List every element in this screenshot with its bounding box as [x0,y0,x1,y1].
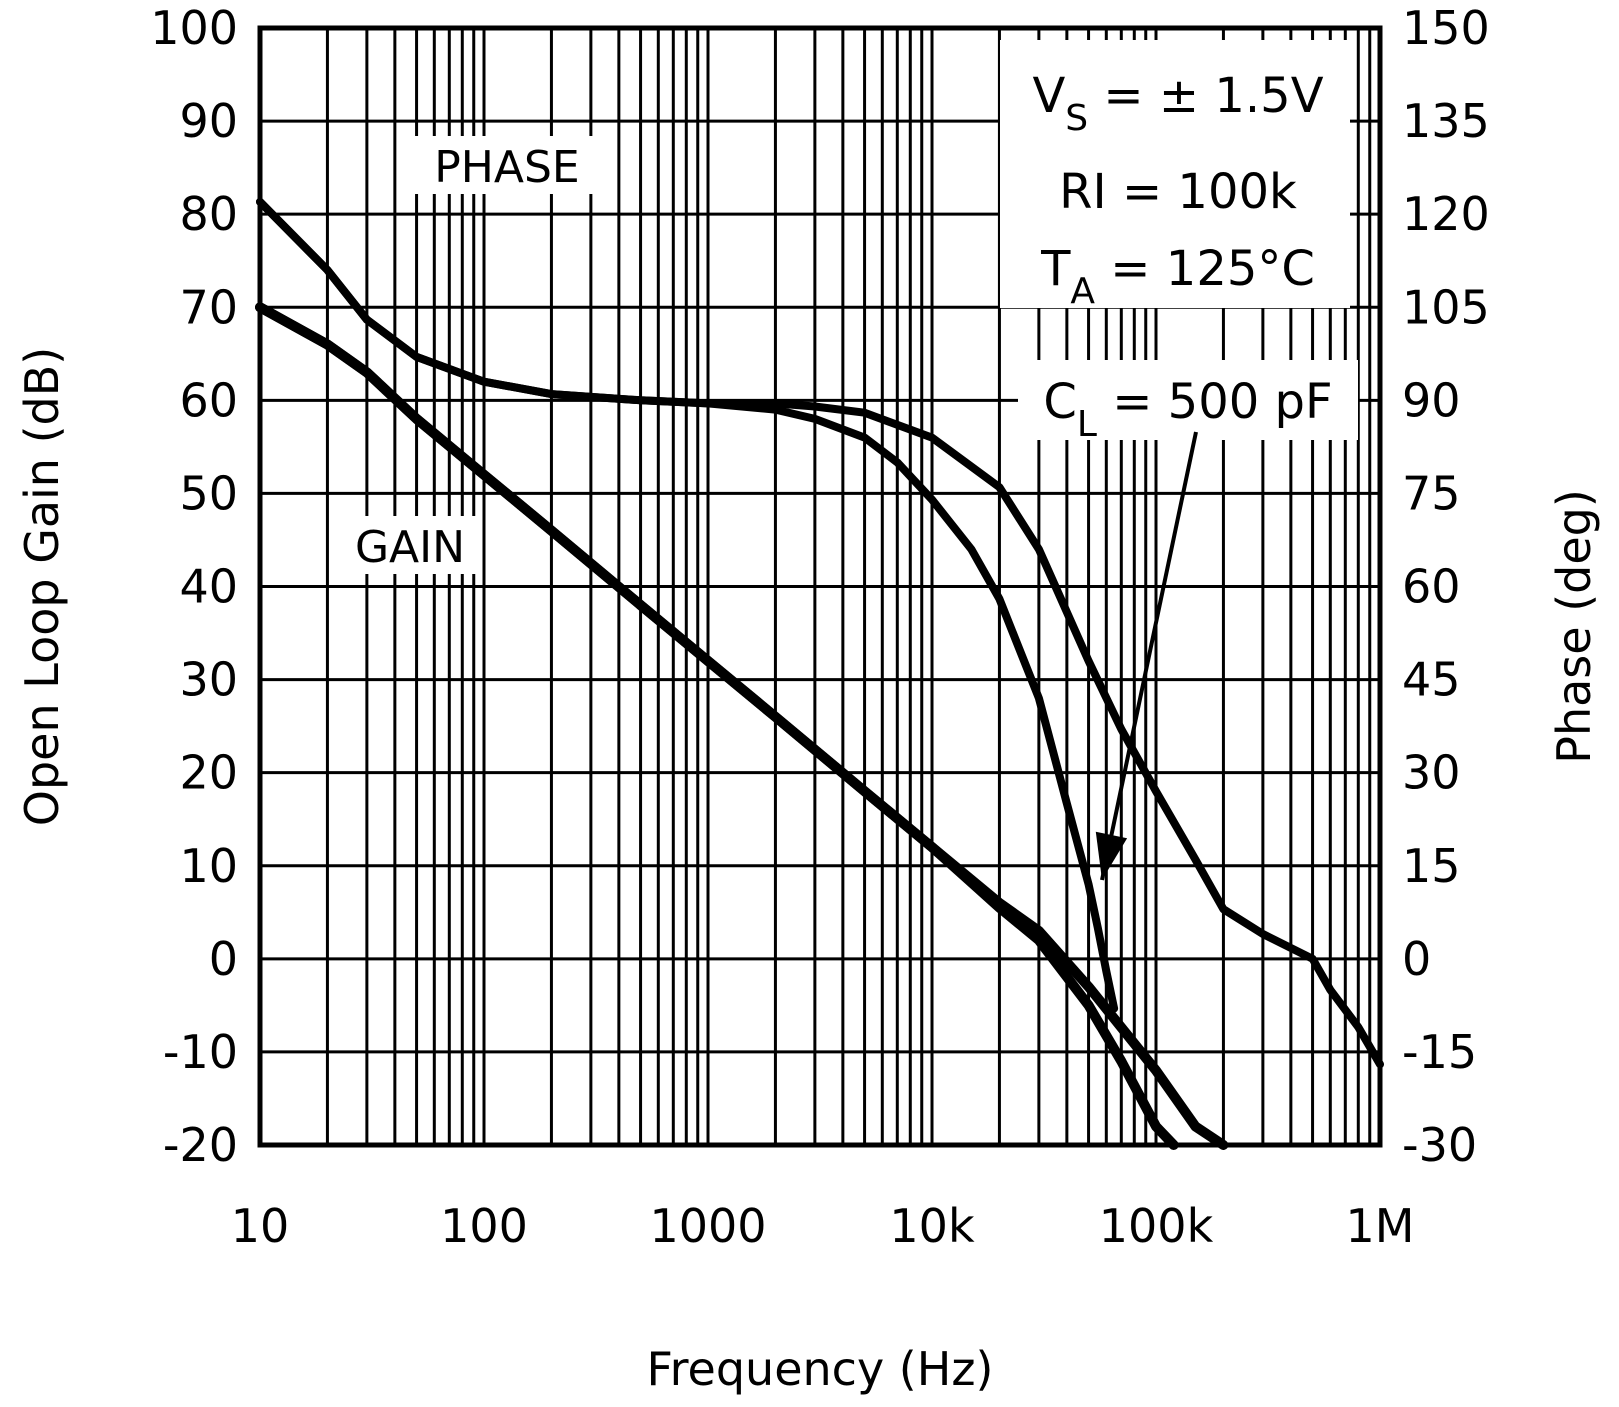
y-axis-title-left: Open Loop Gain (dB) [15,347,69,826]
phase-curve-label: PHASE [434,142,579,193]
cl-label-box [1018,360,1358,440]
condition-cl-main: C [1043,374,1077,430]
condition-ta-value: = 125°C [1095,241,1315,297]
tick-labels: 1009080706050403020100-10-20150135120105… [150,1,1490,1253]
y-tick-label-right: 30 [1402,746,1461,800]
condition-cl-sub: L [1077,404,1097,445]
x-tick-label: 100k [1099,1199,1214,1253]
phase-label-box [412,136,602,194]
condition-cl-value: = 500 pF [1097,374,1333,430]
condition-ta-main: T [1040,241,1071,297]
y-tick-label-right: -30 [1402,1118,1477,1172]
arrow-shaft [1100,431,1198,881]
y-tick-label-left: 70 [179,280,238,334]
y-tick-label-right: 45 [1402,653,1461,707]
series-line-phase-no-load [256,197,1384,1069]
condition-vs: VS = ± 1.5V [1032,68,1323,139]
gain-label-box [338,516,482,574]
y-tick-label-right: -15 [1402,1025,1477,1079]
y-tick-label-left: 30 [179,653,238,707]
y-tick-label-left: -10 [163,1025,238,1079]
condition-ta: TA = 125°C [1040,241,1315,312]
x-tick-label: 10 [231,1199,290,1253]
y-tick-label-right: 135 [1402,94,1490,148]
arrow-head [1095,831,1128,880]
conditions-box [1000,40,1350,308]
y-tick-label-left: 90 [179,94,238,148]
condition-cl: CL = 500 pF [1043,374,1332,445]
y-axis-title-right: Phase (deg) [1547,489,1601,764]
y-tick-label-left: 50 [179,466,238,520]
y-tick-label-right: 75 [1402,466,1461,520]
y-tick-label-right: 15 [1402,839,1461,893]
condition-ta-sub: A [1070,271,1095,312]
y-tick-label-left: 60 [179,373,238,427]
y-tick-label-left: 0 [209,932,238,986]
y-tick-label-right: 150 [1402,1,1490,55]
plot-frame [257,25,1383,1148]
series-line-gain-500pF [255,302,1179,1150]
series-line-phase-500pF [256,197,1119,1013]
y-tick-label-left: -20 [163,1118,238,1172]
y-tick-label-left: 80 [179,187,238,241]
condition-vs-value: = ± 1.5V [1088,68,1324,124]
curves [255,197,1384,1150]
condition-ri: RI = 100k [1059,164,1297,220]
y-tick-label-right: 120 [1402,187,1490,241]
y-tick-label-right: 60 [1402,560,1461,614]
y-tick-label-left: 40 [179,560,238,614]
x-tick-label: 10k [889,1199,975,1253]
y-tick-label-left: 100 [150,1,238,55]
x-tick-label: 100 [440,1199,528,1253]
y-tick-label-right: 0 [1402,932,1431,986]
x-axis-title: Frequency (Hz) [647,1342,994,1396]
y-tick-label-right: 105 [1402,280,1490,334]
y-tick-label-right: 90 [1402,373,1461,427]
condition-vs-main: V [1032,68,1065,124]
y-tick-label-left: 10 [179,839,238,893]
x-tick-label: 1M [1346,1199,1415,1253]
y-tick-label-left: 20 [179,746,238,800]
x-tick-label: 1000 [649,1199,766,1253]
gain-curve-label: GAIN [355,522,465,573]
condition-vs-sub: S [1065,98,1088,139]
cl-arrow [1095,431,1198,881]
